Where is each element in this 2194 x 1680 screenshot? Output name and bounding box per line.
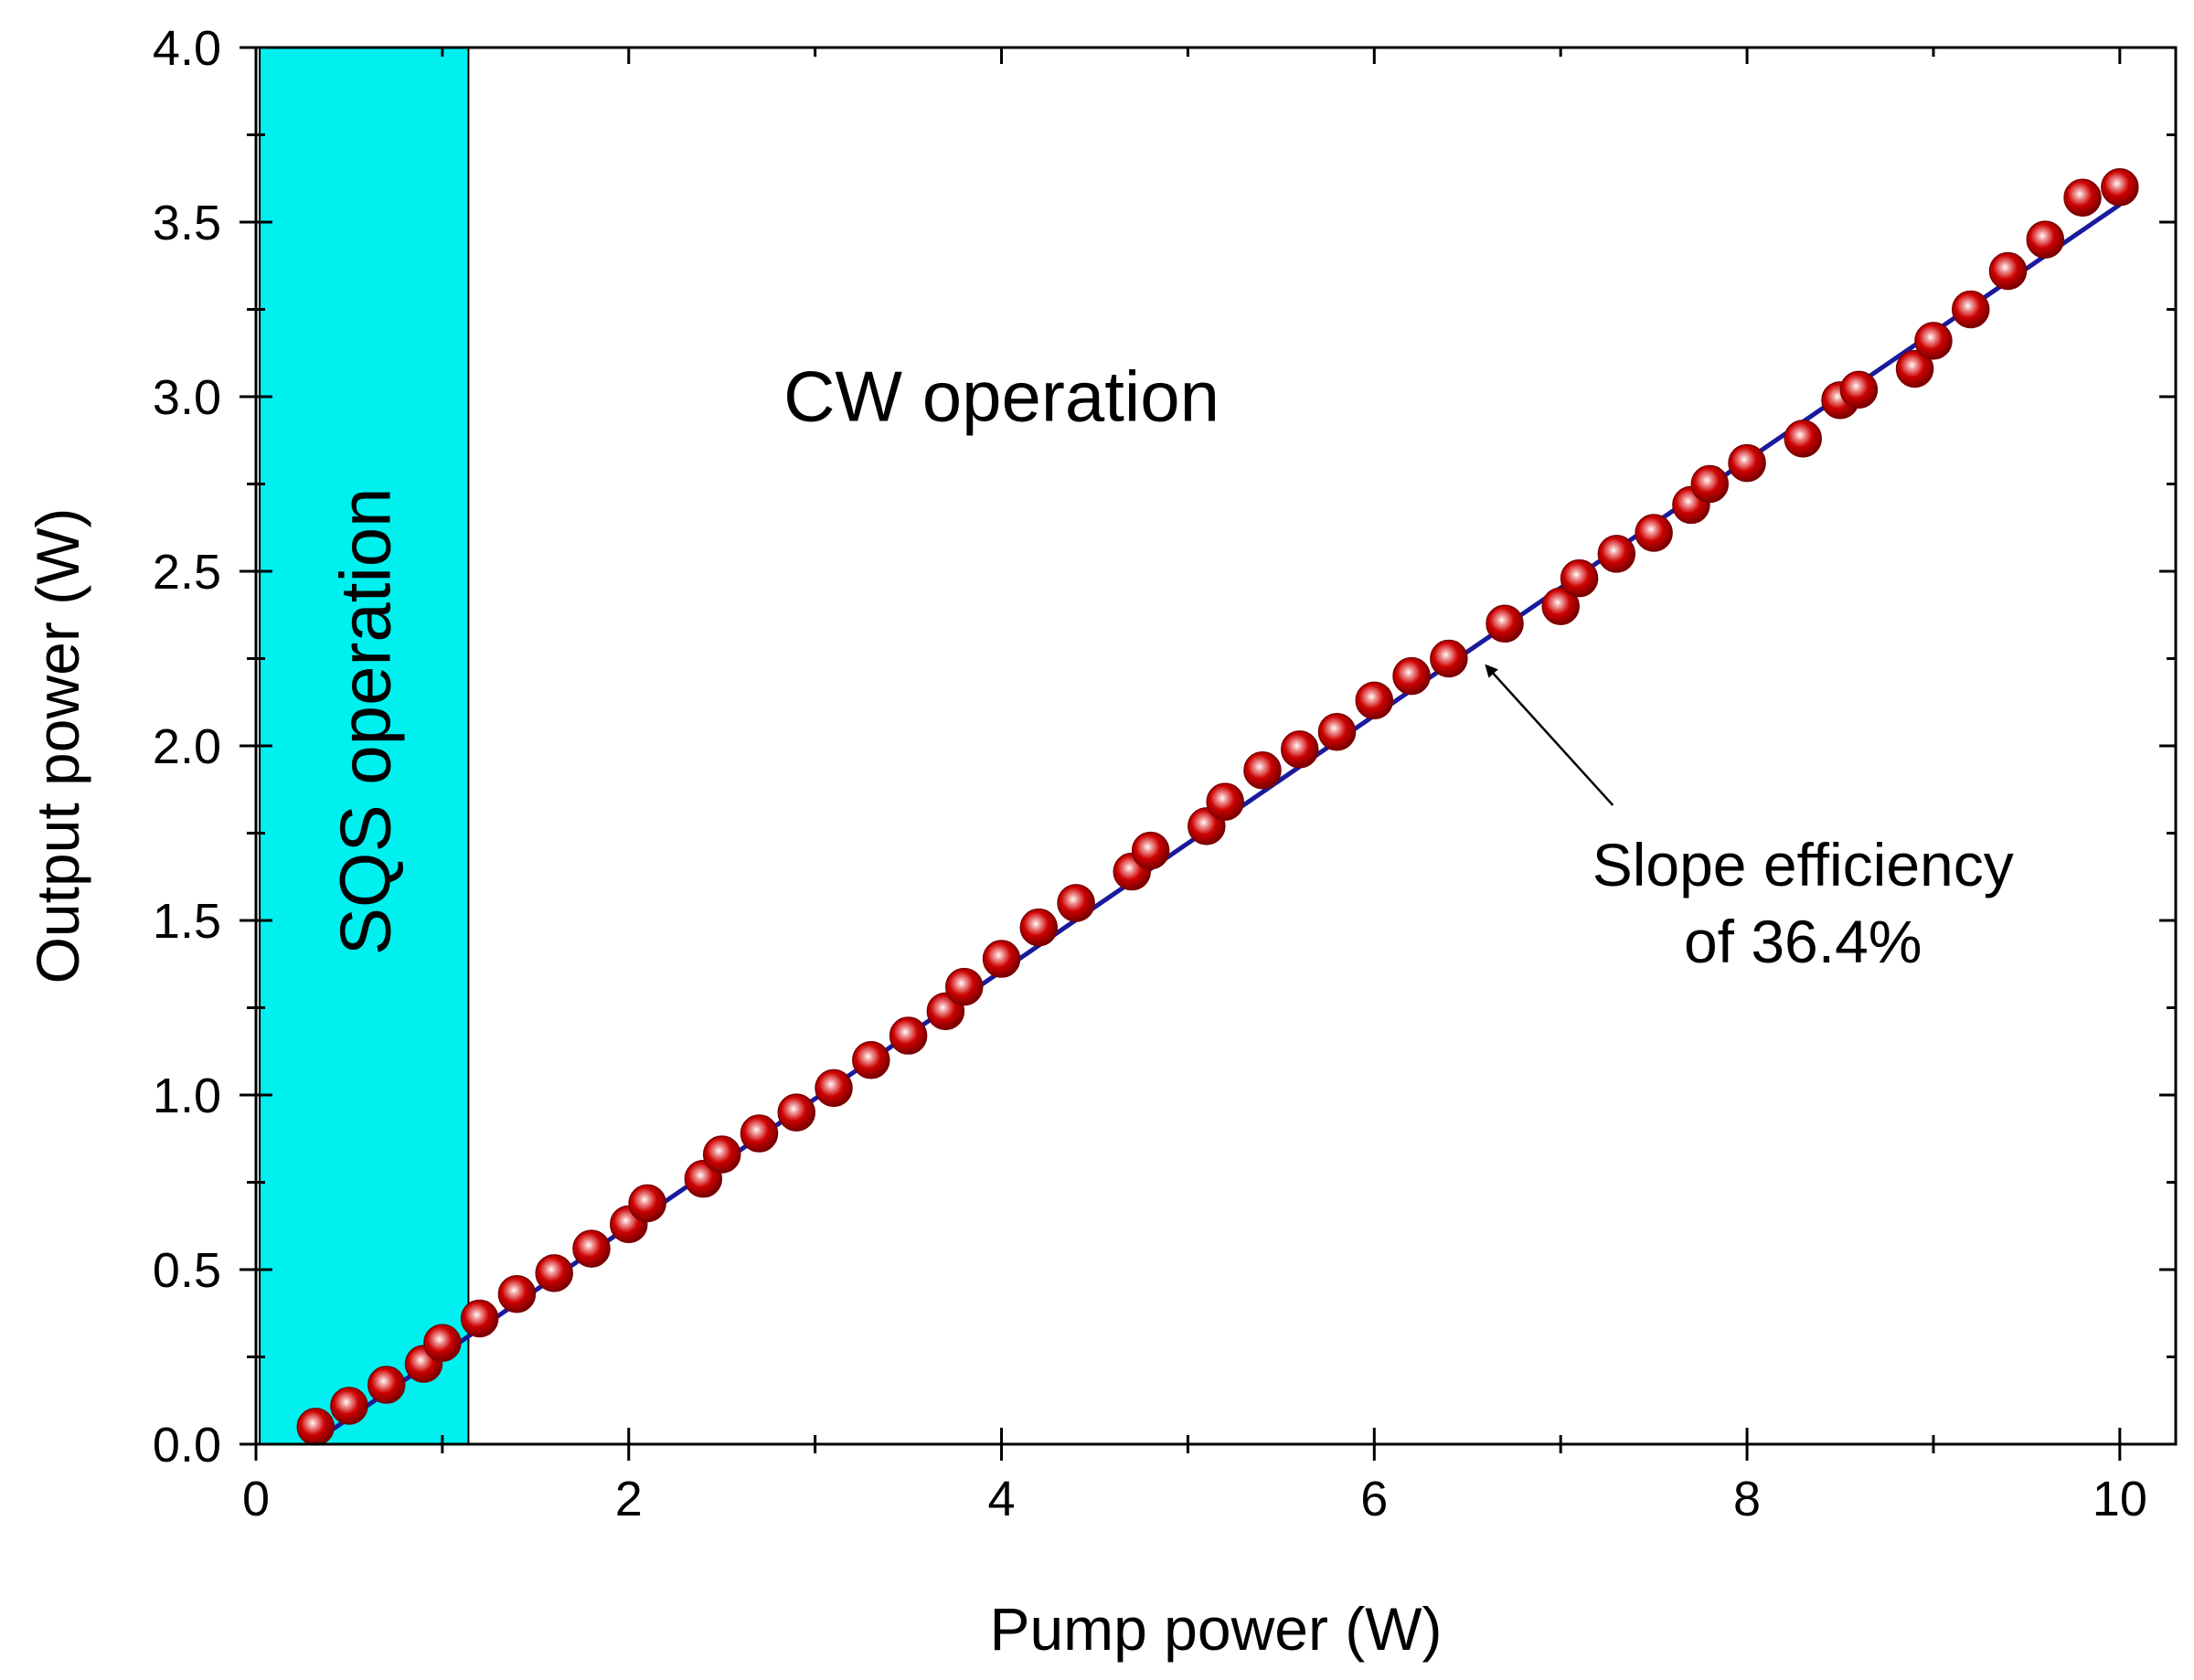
data-point bbox=[1131, 831, 1170, 870]
annotation-arrow bbox=[1485, 664, 1614, 806]
data-point bbox=[628, 1184, 666, 1223]
x-tick-label: 0 bbox=[242, 1472, 270, 1526]
cw-operation-label: CW operation bbox=[783, 356, 1219, 437]
x-tick-label: 10 bbox=[2093, 1472, 2147, 1526]
data-point bbox=[497, 1274, 537, 1313]
data-point bbox=[1560, 558, 1599, 598]
data-point bbox=[367, 1366, 406, 1404]
y-tick-label: 2.0 bbox=[153, 719, 221, 774]
plot-frame bbox=[254, 46, 2178, 1446]
y-tick-label: 3.0 bbox=[153, 370, 221, 425]
x-tick-label: 2 bbox=[615, 1472, 643, 1526]
data-point bbox=[1784, 420, 1822, 458]
data-point bbox=[1206, 782, 1244, 821]
y-tick-label: 1.0 bbox=[153, 1069, 221, 1123]
annotation-arrow-layer bbox=[1485, 664, 1614, 806]
sqs-region-layer bbox=[259, 47, 470, 1445]
y-tick-label: 1.5 bbox=[153, 894, 221, 949]
slope-efficiency-label: Slope efficiency bbox=[1592, 831, 2014, 898]
data-point bbox=[1839, 370, 1879, 409]
data-point bbox=[460, 1299, 499, 1338]
data-point bbox=[1951, 290, 1990, 329]
data-point bbox=[1243, 750, 1282, 790]
data-point bbox=[1019, 908, 1059, 947]
data-point bbox=[1988, 251, 2028, 291]
y-tick-label: 0.0 bbox=[153, 1418, 221, 1473]
data-point bbox=[2063, 178, 2102, 218]
data-point bbox=[2026, 220, 2065, 259]
data-point bbox=[982, 940, 1021, 978]
data-point bbox=[1057, 884, 1095, 922]
data-point bbox=[702, 1135, 741, 1174]
data-point bbox=[740, 1114, 779, 1153]
labels-layer: Pump power (W) Output power (W) SQS oper… bbox=[24, 356, 2014, 1663]
sqs-operation-region bbox=[259, 47, 470, 1445]
data-point bbox=[815, 1069, 853, 1108]
data-point bbox=[2101, 168, 2139, 207]
data-point bbox=[1597, 535, 1636, 573]
data-point bbox=[945, 967, 984, 1006]
y-tick-label: 3.5 bbox=[153, 196, 221, 250]
data-point bbox=[1430, 639, 1468, 678]
data-point bbox=[423, 1324, 462, 1362]
y-tick-label: 0.5 bbox=[153, 1243, 221, 1298]
y-tick-label: 4.0 bbox=[153, 21, 221, 76]
y-tick-label: 2.5 bbox=[153, 545, 221, 600]
data-point bbox=[535, 1254, 573, 1292]
data-point bbox=[572, 1229, 611, 1268]
slope-efficiency-value-label: of 36.4% bbox=[1684, 908, 1922, 975]
data-points-layer bbox=[296, 168, 2139, 1446]
data-point bbox=[330, 1387, 368, 1425]
data-point bbox=[1541, 587, 1580, 625]
data-point bbox=[1392, 656, 1431, 696]
data-point bbox=[1280, 730, 1319, 769]
data-point bbox=[1486, 604, 1524, 643]
data-point bbox=[1728, 443, 1766, 483]
sqs-operation-label: SQS operation bbox=[325, 487, 405, 955]
data-point bbox=[889, 1016, 928, 1055]
data-point bbox=[1635, 514, 1673, 552]
ticks-layer: 0 2 4 6 8 10 0.0 0.5 1.0 1.5 2.0 2.5 3.0 3.5 4.0 bbox=[153, 21, 2176, 1526]
x-tick-label: 8 bbox=[1733, 1472, 1761, 1526]
data-point bbox=[1355, 681, 1394, 720]
data-point bbox=[1895, 349, 1934, 388]
x-tick-label: 4 bbox=[988, 1472, 1016, 1526]
x-axis-title: Pump power (W) bbox=[989, 1595, 1442, 1663]
data-point bbox=[852, 1041, 890, 1079]
x-tick-label: 6 bbox=[1360, 1472, 1388, 1526]
axes-layer bbox=[254, 46, 2178, 1446]
data-point bbox=[1690, 464, 1730, 504]
data-point bbox=[1914, 322, 1953, 360]
data-point bbox=[1317, 712, 1357, 751]
data-point bbox=[296, 1408, 335, 1446]
data-point bbox=[777, 1093, 816, 1132]
y-axis-title: Output power (W) bbox=[24, 508, 91, 984]
